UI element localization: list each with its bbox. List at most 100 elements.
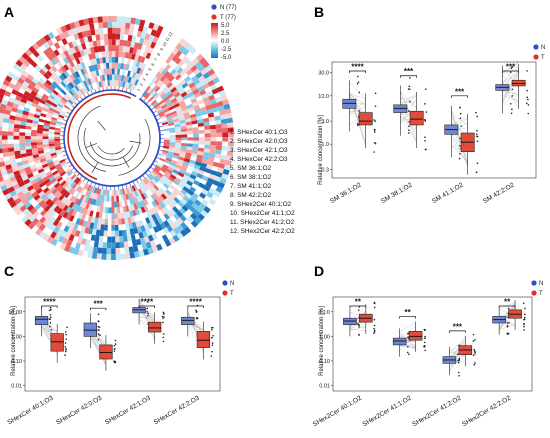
heatmap-cell	[127, 217, 132, 224]
heatmap-cell	[192, 167, 200, 174]
heatmap-cell	[49, 104, 57, 110]
heatmap-cell	[203, 121, 210, 127]
heatmap-cell	[148, 34, 155, 42]
heatmap-cell	[197, 151, 204, 156]
heatmap-cell	[73, 184, 80, 191]
heatmap-cell	[89, 185, 94, 193]
heatmap-cell	[114, 68, 118, 75]
legend-t-label: T (77)	[220, 15, 236, 21]
heatmap-cell	[37, 127, 44, 131]
heatmap-cell	[121, 218, 126, 225]
heatmap-cell	[79, 180, 85, 187]
heatmap-cell	[69, 22, 76, 30]
heatmap-cell	[103, 62, 107, 69]
heatmap-cell	[74, 242, 81, 250]
heatmap-cell	[167, 166, 175, 172]
outlier-point	[457, 371, 460, 374]
heatmap-cell	[15, 157, 23, 163]
heatmap-cell	[188, 54, 197, 62]
pair-line	[451, 113, 468, 126]
heatmap-cell	[30, 179, 37, 186]
outlier-point	[472, 333, 475, 336]
heatmap-cell	[166, 168, 173, 175]
heatmap-cell	[68, 246, 75, 254]
ring-index-label: 2	[138, 82, 144, 87]
heatmap-cell	[227, 141, 234, 147]
outlier-point	[374, 92, 377, 95]
heatmap-cell	[159, 222, 167, 230]
heatmap-cell	[9, 155, 16, 161]
heatmap-cell	[50, 177, 57, 184]
heatmap-cell	[204, 129, 211, 134]
dendrogram-branch	[97, 145, 125, 155]
heatmap-cell	[2, 117, 10, 124]
heatmap-cell	[190, 75, 199, 83]
heatmap-cell	[129, 192, 134, 199]
heatmap-cell	[19, 142, 26, 147]
heatmap-cell	[130, 204, 135, 211]
heatmap-cell	[149, 240, 157, 248]
heatmap-cell	[73, 20, 81, 28]
heatmap-cell	[214, 81, 223, 89]
heatmap-cell	[50, 44, 57, 52]
heatmap-cell	[107, 236, 112, 243]
heatmap-cell	[98, 212, 103, 219]
heatmap-cell	[102, 189, 106, 196]
heatmap-cell	[222, 141, 229, 147]
heatmap-cell	[139, 237, 146, 245]
heatmap-cell	[115, 189, 119, 196]
outlier-point	[458, 145, 461, 147]
outlier-point	[373, 129, 376, 132]
panel-c-label: C	[4, 263, 14, 279]
heatmap-cell	[188, 110, 196, 116]
heatmap-cell	[156, 203, 164, 211]
heatmap-cell	[111, 230, 116, 237]
heatmap-cell	[41, 66, 49, 73]
heatmap-cell	[186, 103, 194, 110]
heatmap-cell	[106, 74, 110, 81]
heatmap-cell	[63, 225, 70, 233]
heatmap-cell	[171, 113, 178, 118]
heatmap-cell	[106, 195, 110, 202]
outlier-point	[474, 353, 476, 355]
heatmap-cell	[159, 115, 167, 120]
heatmap-cell	[72, 86, 78, 93]
outlier-point	[97, 320, 100, 323]
heatmap-cell	[183, 226, 192, 234]
heatmap-cell	[139, 181, 145, 188]
heatmap-cell	[140, 31, 147, 39]
outlier-point	[526, 70, 528, 72]
heatmap-cell	[95, 69, 100, 77]
heatmap-cell	[106, 254, 112, 260]
heatmap-cell	[209, 148, 216, 154]
heatmap-cell	[47, 96, 54, 103]
heatmap-cell	[1, 126, 9, 132]
heatmap-cell	[87, 215, 93, 223]
heatmap-cell	[39, 36, 47, 45]
heatmap-cell	[70, 88, 76, 95]
box-t	[358, 112, 373, 126]
heatmap-cell	[225, 159, 232, 166]
heatmap-cell	[192, 147, 199, 152]
heatmap-cell	[166, 225, 174, 233]
heatmap-cell	[82, 232, 88, 240]
heatmap-cell	[17, 77, 25, 85]
heatmap-cell	[71, 182, 78, 189]
heatmap-cell	[57, 116, 64, 121]
heatmap-cell	[189, 94, 196, 101]
heatmap-cell	[156, 88, 163, 95]
heatmap-cell	[140, 193, 146, 201]
heatmap-cell	[159, 92, 166, 98]
heatmap-cell	[139, 49, 145, 57]
heatmap-cell	[178, 207, 186, 215]
heatmap-cell	[123, 57, 128, 65]
outlier-point	[523, 329, 525, 331]
heatmap-cell	[37, 150, 45, 155]
heatmap-cell	[42, 165, 50, 171]
heatmap-cell	[21, 175, 29, 182]
heatmap-cell	[69, 221, 76, 229]
heatmap-cell	[215, 96, 223, 103]
y-tick-label: 10.0	[318, 94, 329, 100]
heatmap-cell	[43, 122, 50, 127]
outlier-point	[64, 331, 67, 333]
